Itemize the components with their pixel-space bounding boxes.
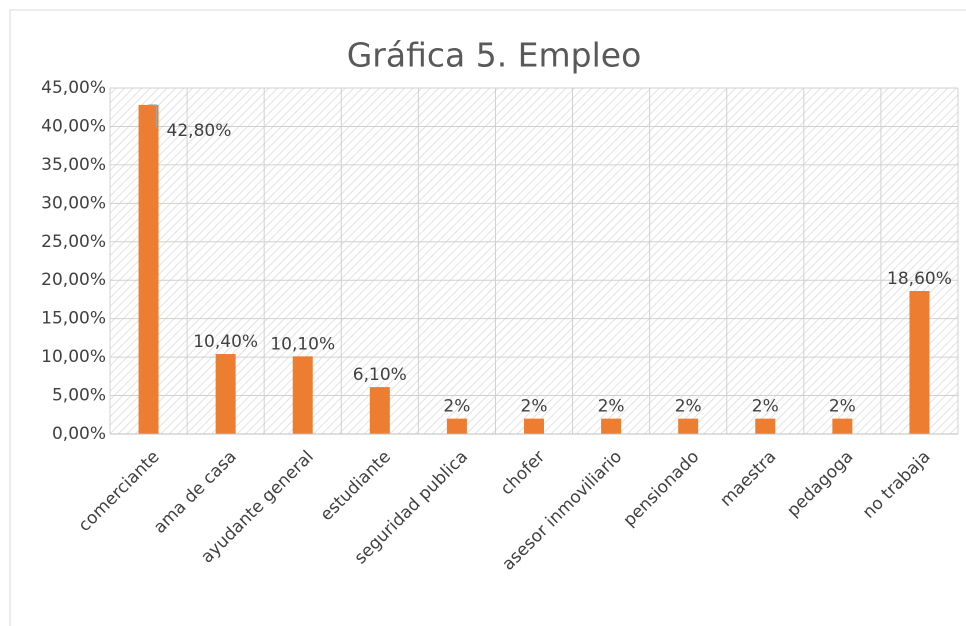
y-tick-label: 20,00% (41, 270, 106, 290)
bar (678, 418, 699, 434)
y-tick-label: 0,00% (52, 424, 106, 444)
value-label: 6,10% (353, 365, 407, 385)
value-label: 2% (521, 397, 548, 417)
value-label: 18,60% (887, 269, 952, 289)
bar (369, 387, 390, 434)
bar (524, 418, 544, 434)
y-tick-label: 45,00% (41, 78, 106, 98)
y-tick-label: 35,00% (41, 155, 106, 175)
bar (832, 418, 853, 434)
value-label: 2% (675, 397, 702, 417)
value-label: 42,80% (167, 121, 232, 141)
y-tick-label: 5,00% (52, 386, 106, 406)
value-label: 10,40% (193, 332, 258, 352)
leader-line (148, 104, 158, 127)
y-tick-label: 40,00% (41, 116, 106, 136)
value-label: 2% (443, 397, 470, 417)
y-tick-label: 30,00% (41, 193, 106, 213)
value-label: 2% (829, 397, 856, 417)
value-label: 2% (752, 397, 779, 417)
chart-title: Gráfica 5. Empleo (347, 36, 642, 75)
bar (292, 356, 313, 434)
y-tick-label: 10,00% (41, 347, 106, 367)
bar (909, 290, 930, 434)
bar (755, 418, 776, 434)
bar (138, 104, 159, 434)
bar (446, 418, 467, 434)
y-tick-label: 25,00% (41, 232, 106, 252)
plot-area (110, 88, 958, 434)
bar (215, 354, 236, 434)
bar (601, 418, 622, 434)
value-label: 2% (598, 397, 625, 417)
y-tick-label: 15,00% (41, 309, 106, 329)
value-label: 10,10% (270, 334, 335, 354)
